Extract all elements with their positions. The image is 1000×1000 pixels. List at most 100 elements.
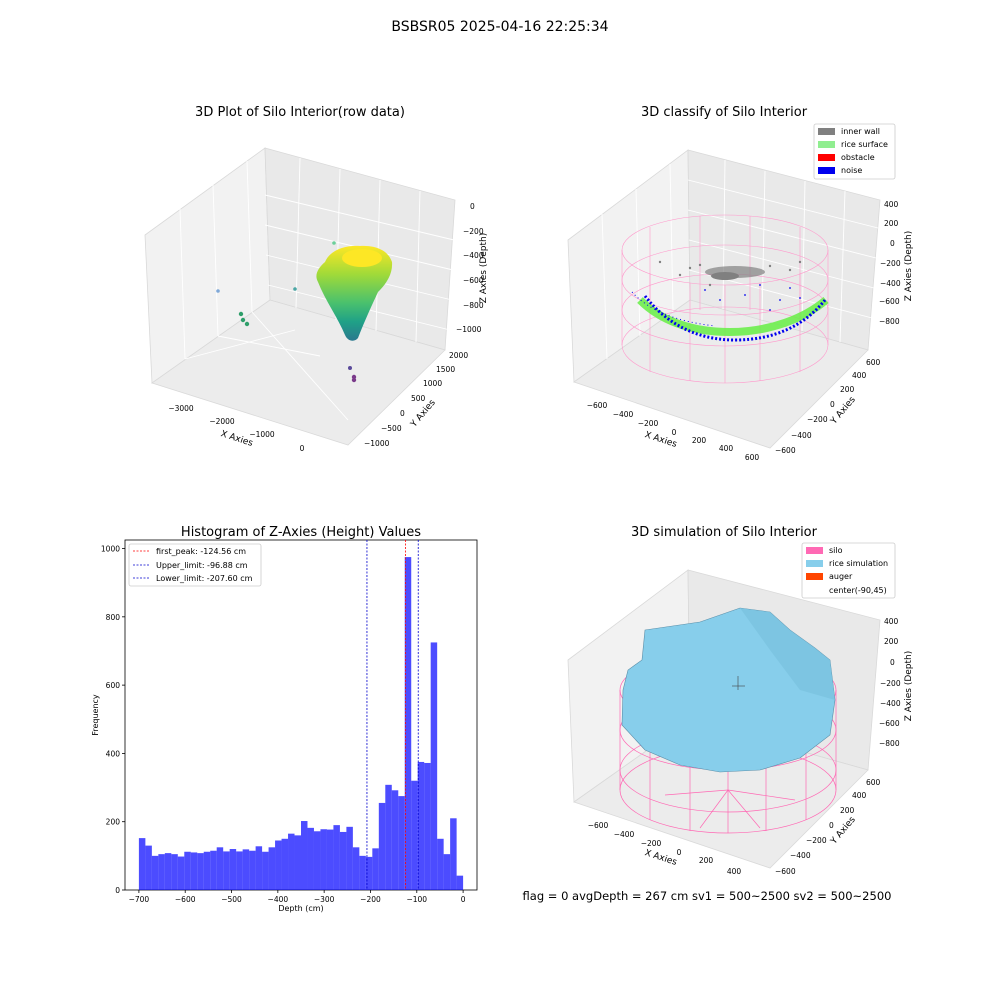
hist-bar xyxy=(456,875,464,890)
hist-bar xyxy=(437,838,444,890)
hist-bar xyxy=(171,854,178,890)
svg-text:1000: 1000 xyxy=(423,379,442,388)
svg-text:200: 200 xyxy=(884,219,899,228)
svg-text:auger: auger xyxy=(829,572,853,581)
hist-bar xyxy=(450,818,457,890)
svg-text:0: 0 xyxy=(890,658,895,667)
legend-swatch-silo xyxy=(806,547,823,554)
simulation-3d-panel: 3D simulation of Silo Interior silo rice… xyxy=(567,525,914,876)
hist-bar xyxy=(275,840,282,890)
hist-y-tick-label: 0 xyxy=(115,886,120,895)
svg-text:−3000: −3000 xyxy=(168,404,194,413)
svg-text:−1000: −1000 xyxy=(364,439,390,448)
svg-text:200: 200 xyxy=(692,436,707,445)
hist-y-tick-label: 600 xyxy=(106,681,121,690)
svg-text:600: 600 xyxy=(745,453,760,462)
classify-z-label: Z Axies (Depth) xyxy=(904,231,914,302)
hist-bar xyxy=(333,825,340,890)
hist-bar xyxy=(398,796,405,890)
hist-bar xyxy=(359,855,366,890)
svg-text:−400: −400 xyxy=(880,279,901,288)
hist-bar xyxy=(197,853,204,890)
raw-floor-pane xyxy=(151,299,446,446)
hist-x-tick-label: −700 xyxy=(129,895,150,904)
hist-bar xyxy=(249,850,256,890)
hist-bar xyxy=(281,838,289,890)
hist-bar xyxy=(307,827,314,890)
svg-text:0: 0 xyxy=(470,202,475,211)
hist-bar xyxy=(138,838,146,890)
sim-z-label: Z Axies (Depth) xyxy=(904,651,914,722)
hist-bar xyxy=(301,821,308,890)
svg-text:200: 200 xyxy=(840,385,855,394)
svg-text:400: 400 xyxy=(884,617,899,626)
hist-bar xyxy=(385,784,392,890)
svg-text:−600: −600 xyxy=(463,276,484,285)
svg-text:−1000: −1000 xyxy=(456,325,482,334)
svg-text:200: 200 xyxy=(884,637,899,646)
sim-y-ticks: −600 −400 −200 0 200 400 600 xyxy=(775,778,881,876)
hist-reference-lines xyxy=(366,540,419,890)
classify-noise-band-inner xyxy=(631,291,716,327)
svg-text:0: 0 xyxy=(829,821,834,830)
hist-bar xyxy=(229,849,237,890)
sim-z-ticks: 400 200 0 −200 −400 −600 −800 xyxy=(879,617,901,748)
hist-bar xyxy=(443,854,451,890)
hist-x-tick-label: −300 xyxy=(314,895,335,904)
hist-bar xyxy=(372,848,379,890)
hist-bar xyxy=(242,849,250,890)
hist-bar xyxy=(223,851,230,890)
hist-bar xyxy=(262,851,269,890)
svg-text:rice surface: rice surface xyxy=(841,140,888,149)
hist-bar xyxy=(391,790,399,890)
hist-y-tick-label: 1000 xyxy=(101,545,120,554)
raw-x-ticks: −3000 −2000 −1000 0 xyxy=(168,404,304,453)
hist-bar xyxy=(352,847,360,890)
svg-text:−400: −400 xyxy=(614,830,635,839)
hist-bar xyxy=(365,856,373,890)
raw-y-ticks: −1000 −500 0 500 1000 1500 2000 xyxy=(364,351,468,448)
hist-y-tick-label: 800 xyxy=(106,613,121,622)
svg-text:−400: −400 xyxy=(463,251,484,260)
hist-x-tick-label: −600 xyxy=(175,895,196,904)
svg-text:−200: −200 xyxy=(641,839,662,848)
hist-bar xyxy=(411,780,418,890)
svg-text:−600: −600 xyxy=(588,821,609,830)
hist-bar xyxy=(404,557,412,890)
classify-panel-title: 3D classify of Silo Interior xyxy=(641,105,808,120)
svg-text:−400: −400 xyxy=(880,699,901,708)
hist-bar xyxy=(294,835,301,890)
hist-bar xyxy=(378,802,386,890)
hist-bar xyxy=(268,847,276,890)
hist-bar xyxy=(190,852,198,890)
svg-text:noise: noise xyxy=(841,166,862,175)
svg-text:−200: −200 xyxy=(638,419,659,428)
svg-text:−1000: −1000 xyxy=(249,430,275,439)
svg-text:0: 0 xyxy=(672,428,677,437)
svg-text:first_peak: -124.56 cm: first_peak: -124.56 cm xyxy=(156,547,246,556)
svg-text:obstacle: obstacle xyxy=(841,153,875,162)
svg-text:200: 200 xyxy=(699,856,714,865)
classify-inner-wall-points xyxy=(658,260,802,287)
hist-x-tick-label: −500 xyxy=(221,895,242,904)
svg-text:0: 0 xyxy=(830,400,835,409)
hist-bar xyxy=(424,762,431,890)
raw-z-label: Z Axies (Depth) xyxy=(479,233,489,304)
svg-text:500: 500 xyxy=(411,394,426,403)
svg-text:600: 600 xyxy=(866,778,881,787)
hist-bar xyxy=(326,829,334,890)
hist-bar xyxy=(216,847,224,890)
classify-z-ticks: 400 200 0 −200 −400 −600 −800 xyxy=(879,200,901,326)
classify-floor-pane xyxy=(573,299,869,449)
sim-rice-mesh-shade xyxy=(740,608,835,700)
svg-text:−600: −600 xyxy=(879,297,900,306)
svg-text:400: 400 xyxy=(727,867,742,876)
hist-x-tick-label: −400 xyxy=(268,895,289,904)
hist-x-label: Depth (cm) xyxy=(278,904,323,913)
svg-text:Lower_limit: -207.60 cm: Lower_limit: -207.60 cm xyxy=(156,574,253,583)
classify-rice-surface-band xyxy=(637,296,829,337)
sim-x-ticks: −600 −400 −200 0 200 400 xyxy=(588,821,742,876)
sim-x-label: X Axies xyxy=(643,848,678,868)
hist-x-ticks: −700 −600 −500 −400 −300 −200 −100 0 xyxy=(129,890,466,904)
